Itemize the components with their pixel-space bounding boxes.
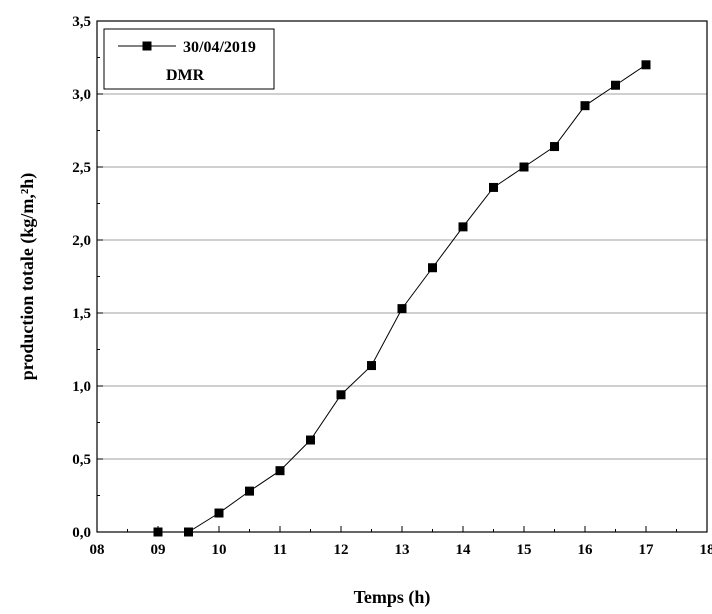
x-tick-label-8: 16: [578, 542, 594, 558]
x-tick-label-0: 08: [90, 542, 105, 558]
x-tick-label-4: 12: [334, 542, 349, 558]
legend: 30/04/2019 DMR: [103, 28, 275, 90]
data-point-0-4: [275, 466, 285, 476]
y-tick-label-1: 0,5: [72, 452, 91, 468]
x-tick-label-2: 10: [212, 542, 227, 558]
axis-ticks: 08 09 10 11 12 13 14 15 16 17 18 0,0 0,5 1,0 1,5 2,0 2,5…: [72, 14, 712, 558]
grid-lines: [97, 93, 707, 460]
y-tick-label-5: 2,5: [72, 160, 91, 176]
legend-label-series: 30/04/2019: [183, 39, 256, 56]
x-tick-label-1: 09: [151, 542, 166, 558]
series-line-0: [158, 64, 647, 533]
plot-frame: [96, 20, 708, 533]
data-point-0-10: [458, 222, 468, 232]
y-tick-label-6: 3,0: [72, 87, 91, 103]
x-tick-label-7: 15: [517, 542, 532, 558]
data-point-0-1: [184, 527, 193, 537]
data-point-0-6: [336, 390, 346, 400]
legend-marker: [142, 41, 152, 51]
data-point-0-5: [306, 435, 315, 445]
data-point-0-12: [519, 162, 529, 172]
data-point-0-15: [611, 80, 620, 90]
x-tick-label-9: 17: [639, 542, 655, 558]
x-axis-title: Temps (h): [354, 587, 431, 608]
data-point-0-7: [367, 361, 376, 371]
y-tick-label-3: 1,5: [72, 306, 91, 322]
x-tick-label-3: 11: [273, 542, 287, 558]
data-point-0-3: [245, 486, 254, 496]
x-tick-label-10: 18: [700, 542, 712, 558]
data-point-0-11: [489, 182, 498, 192]
data-point-0-13: [550, 142, 559, 152]
y-tick-label-0: 0,0: [72, 525, 91, 541]
data-point-0-0: [153, 527, 163, 537]
y-axis-title: production totale (kg/m,²h): [17, 173, 38, 381]
y-tick-label-7: 3,5: [72, 14, 91, 30]
legend-box: [103, 28, 275, 90]
data-point-0-16: [641, 60, 651, 70]
y-tick-label-4: 2,0: [72, 233, 91, 249]
legend-label-dmr: DMR: [166, 67, 205, 84]
data-point-0-2: [214, 508, 224, 518]
data-point-0-14: [580, 101, 590, 111]
data-point-0-9: [428, 263, 437, 273]
series-layer: [153, 60, 651, 537]
y-tick-label-2: 1,0: [72, 379, 91, 395]
data-point-0-8: [397, 304, 407, 314]
x-tick-label-5: 13: [395, 542, 410, 558]
x-tick-label-6: 14: [456, 542, 472, 558]
